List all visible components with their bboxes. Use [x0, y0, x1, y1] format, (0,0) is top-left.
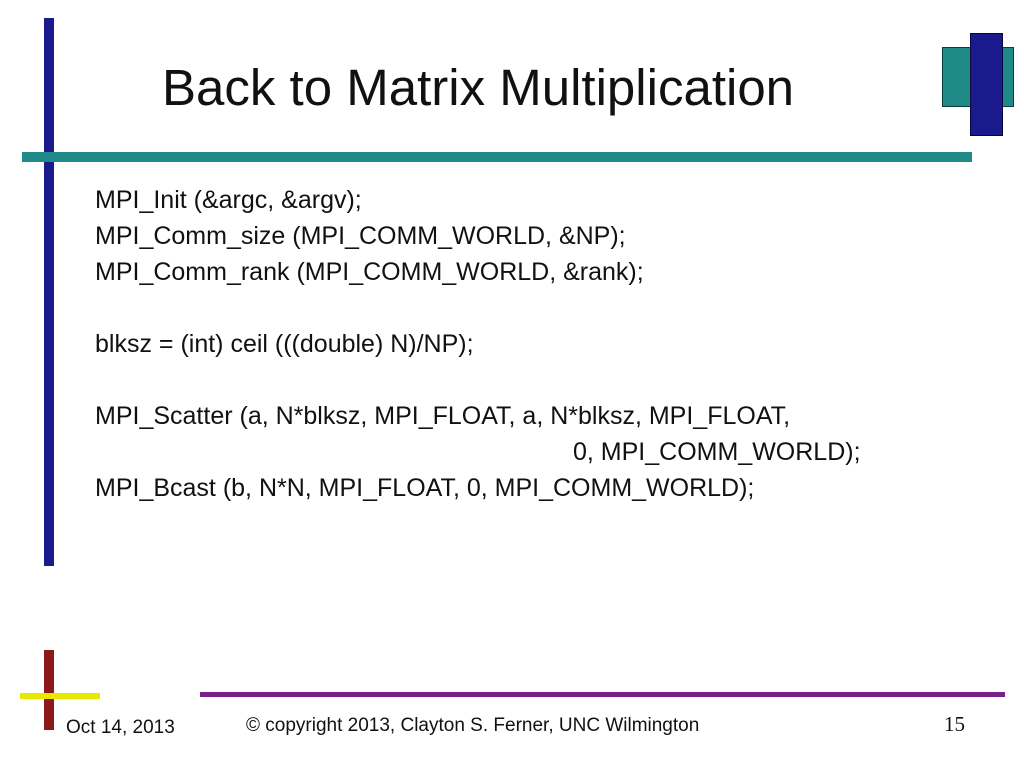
code-line-blksz: blksz = (int) ceil (((double) N)/NP);: [95, 330, 474, 358]
code-line-mpi-scatter-continued: 0, MPI_COMM_WORLD);: [573, 438, 861, 466]
title-underline-bar: [22, 152, 972, 162]
left-vertical-bar: [44, 18, 54, 566]
code-line-blank: [95, 362, 861, 398]
footer-red-vertical-bar: [44, 650, 54, 730]
code-line-blank: [95, 290, 861, 326]
code-line-mpi-comm-size: MPI_Comm_size (MPI_COMM_WORLD, &NP);: [95, 222, 626, 250]
slide-number: 15: [944, 712, 965, 736]
footer-purple-line: [200, 692, 1005, 697]
code-line-mpi-bcast: MPI_Bcast (b, N*N, MPI_FLOAT, 0, MPI_COM…: [95, 474, 755, 502]
footer-date: Oct 14, 2013: [66, 717, 175, 738]
footer-copyright: © copyright 2013, Clayton S. Ferner, UNC…: [246, 715, 700, 736]
footer-yellow-horizontal-bar: [20, 693, 100, 699]
slide-title: Back to Matrix Multiplication: [162, 59, 795, 116]
code-block: MPI_Init (&argc, &argv); MPI_Comm_size (…: [95, 182, 861, 506]
code-line-mpi-comm-rank: MPI_Comm_rank (MPI_COMM_WORLD, &rank);: [95, 258, 644, 286]
corner-navy-rect-decoration: [970, 33, 1003, 136]
code-line-mpi-init: MPI_Init (&argc, &argv);: [95, 186, 362, 214]
code-line-mpi-scatter: MPI_Scatter (a, N*blksz, MPI_FLOAT, a, N…: [95, 402, 791, 430]
